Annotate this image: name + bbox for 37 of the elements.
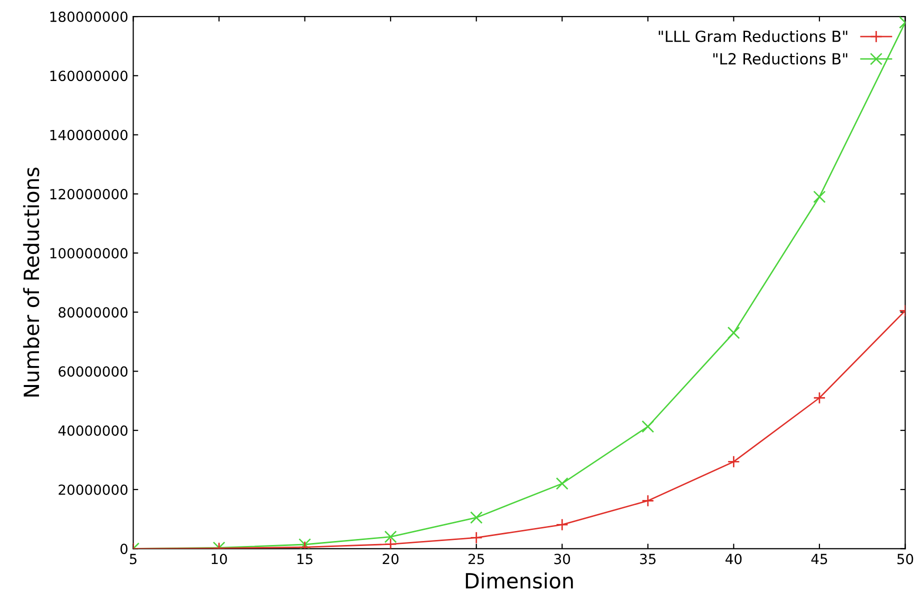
x-tick-label: 5 bbox=[130, 554, 136, 564]
x-tick-label: 50 bbox=[897, 554, 914, 564]
point bbox=[384, 530, 397, 544]
point bbox=[384, 538, 397, 549]
y-tick-label: 120000000 bbox=[50, 188, 128, 200]
point bbox=[556, 477, 568, 490]
y-tick-label: 140000000 bbox=[50, 130, 128, 140]
point bbox=[470, 511, 483, 524]
x-tick-label: 45 bbox=[811, 554, 828, 564]
y-tick-label: 60000000 bbox=[58, 366, 128, 377]
legend-label: "L2 Reductions B" bbox=[713, 52, 848, 65]
y-tick-label: 80000000 bbox=[58, 307, 128, 318]
y-tick-label: 40000000 bbox=[58, 425, 128, 436]
point bbox=[470, 531, 483, 544]
point bbox=[813, 190, 826, 204]
point bbox=[642, 494, 654, 507]
x-tick-label: 10 bbox=[212, 554, 227, 564]
point bbox=[298, 538, 312, 549]
y-tick-label: 20000000 bbox=[58, 484, 128, 495]
x-tick-label: 40 bbox=[726, 554, 742, 564]
y-axis-title: Number of Reductions bbox=[23, 168, 40, 397]
y-tick-label: 180000000 bbox=[50, 12, 128, 22]
y-tick-label: 100000000 bbox=[50, 248, 128, 259]
legend-label: "LLL Gram Reductions B" bbox=[658, 30, 848, 42]
point bbox=[813, 392, 826, 404]
point bbox=[727, 326, 740, 340]
point bbox=[556, 518, 568, 531]
point bbox=[727, 455, 740, 468]
x-tick-label: 20 bbox=[382, 554, 398, 564]
y-tick-label: 0 bbox=[120, 544, 128, 554]
x-tick-label: 30 bbox=[554, 554, 570, 564]
x-tick-label: 15 bbox=[297, 554, 312, 564]
x-tick-label: 35 bbox=[640, 554, 656, 564]
x-axis-title: Dimension bbox=[466, 572, 573, 589]
point bbox=[642, 420, 654, 433]
x-tick-label: 25 bbox=[468, 554, 484, 564]
y-tick-label: 160000000 bbox=[50, 70, 128, 82]
